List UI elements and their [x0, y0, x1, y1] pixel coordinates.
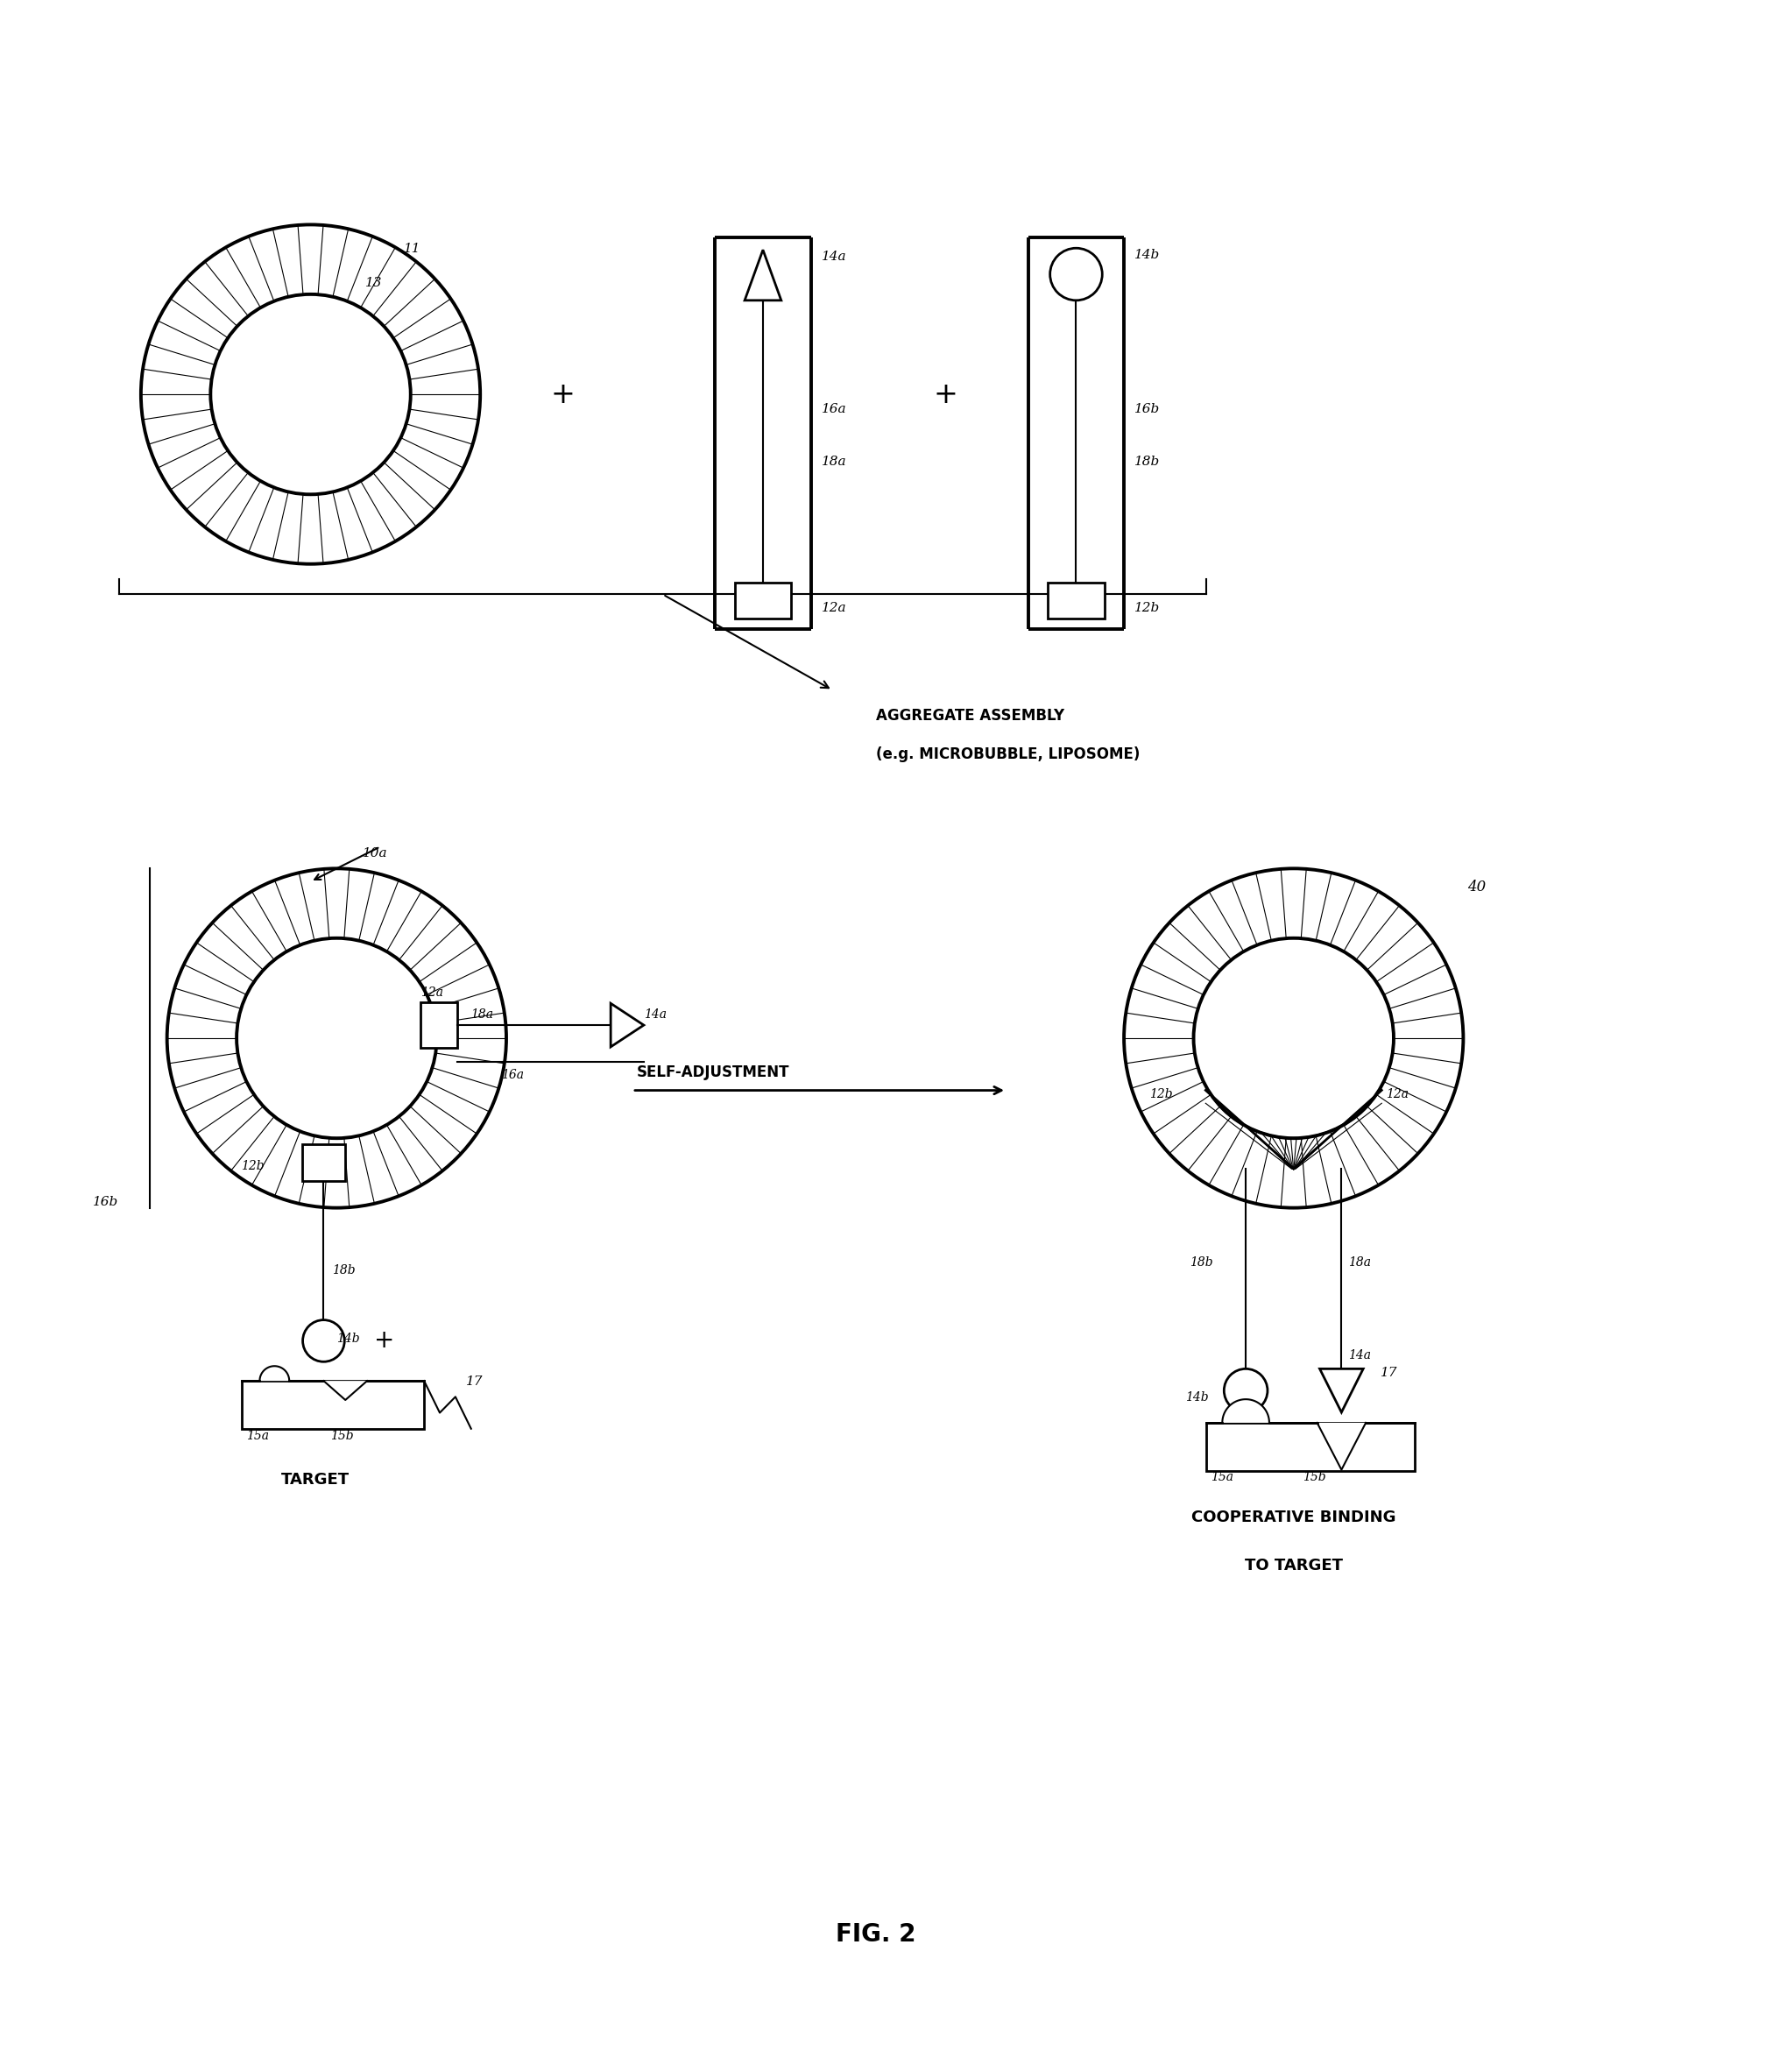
Text: 15b: 15b — [1302, 1471, 1326, 1484]
Text: 14b: 14b — [1185, 1390, 1208, 1403]
Polygon shape — [260, 1365, 290, 1380]
Polygon shape — [323, 1380, 367, 1401]
Text: 18b: 18b — [1189, 1256, 1213, 1268]
Circle shape — [1224, 1370, 1268, 1413]
Text: (e.g. MICROBUBBLE, LIPOSOME): (e.g. MICROBUBBLE, LIPOSOME) — [876, 746, 1141, 762]
Text: 14a: 14a — [645, 1009, 666, 1021]
Polygon shape — [745, 251, 781, 300]
Text: +: + — [934, 379, 957, 408]
Text: 15a: 15a — [1210, 1471, 1233, 1484]
Text: TO TARGET: TO TARGET — [1245, 1558, 1342, 1573]
Text: +: + — [374, 1328, 396, 1353]
Text: 18a: 18a — [1349, 1256, 1370, 1268]
Text: FIG. 2: FIG. 2 — [835, 1923, 917, 1946]
Circle shape — [1194, 939, 1393, 1138]
Bar — [1047, 582, 1104, 620]
Text: 18a: 18a — [821, 456, 846, 468]
Text: 40: 40 — [1468, 881, 1487, 895]
Text: 13: 13 — [366, 278, 381, 290]
Text: 10a: 10a — [362, 847, 389, 860]
Text: 17: 17 — [466, 1376, 482, 1388]
Text: 14b: 14b — [337, 1332, 360, 1345]
Bar — [420, 1003, 457, 1048]
Text: 14b: 14b — [1134, 249, 1160, 261]
Text: 12a: 12a — [821, 603, 846, 615]
Polygon shape — [1319, 1370, 1363, 1413]
Circle shape — [302, 1320, 344, 1361]
Bar — [1206, 1423, 1415, 1471]
Bar — [735, 582, 791, 620]
Text: 18b: 18b — [332, 1264, 355, 1276]
Polygon shape — [1222, 1399, 1270, 1423]
Text: 18a: 18a — [470, 1009, 493, 1021]
Text: 12b: 12b — [1134, 603, 1160, 615]
Text: +: + — [551, 379, 576, 408]
Circle shape — [210, 294, 411, 495]
Text: AGGREGATE ASSEMBLY: AGGREGATE ASSEMBLY — [876, 707, 1065, 723]
Text: 17: 17 — [1381, 1368, 1397, 1380]
Text: 16b: 16b — [94, 1196, 118, 1208]
Text: 15a: 15a — [245, 1430, 268, 1442]
Text: 16a: 16a — [502, 1069, 523, 1082]
Circle shape — [1051, 249, 1102, 300]
Text: 14a: 14a — [821, 251, 846, 263]
Text: 12b: 12b — [1150, 1088, 1173, 1100]
Text: 11: 11 — [404, 242, 420, 255]
Text: 14a: 14a — [1349, 1349, 1370, 1361]
Text: 12a: 12a — [1386, 1088, 1409, 1100]
Text: SELF-ADJUSTMENT: SELF-ADJUSTMENT — [638, 1065, 789, 1080]
Text: 16b: 16b — [1134, 402, 1160, 414]
Polygon shape — [1317, 1423, 1365, 1469]
Circle shape — [237, 939, 436, 1138]
Text: 12b: 12b — [240, 1160, 265, 1173]
Bar — [242, 1380, 424, 1430]
Text: 12a: 12a — [420, 986, 443, 999]
Text: 18b: 18b — [1134, 456, 1160, 468]
Text: 15b: 15b — [330, 1430, 353, 1442]
Polygon shape — [611, 1003, 645, 1046]
Text: COOPERATIVE BINDING: COOPERATIVE BINDING — [1192, 1510, 1395, 1525]
Text: 16a: 16a — [821, 402, 846, 414]
Bar — [302, 1144, 346, 1181]
Text: TARGET: TARGET — [281, 1473, 350, 1488]
